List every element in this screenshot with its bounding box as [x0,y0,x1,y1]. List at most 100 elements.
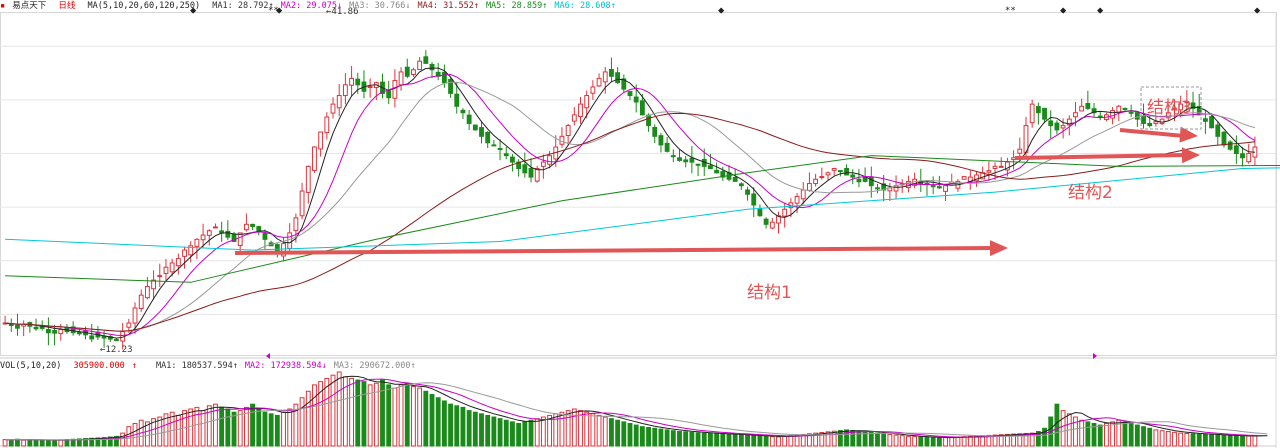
volume-bar [1060,410,1066,447]
candle-body [213,226,218,229]
volume-bar [349,377,354,447]
candle-body [1035,106,1041,114]
candle-body [578,103,583,117]
volume-bar [949,436,955,447]
candle-body [571,114,577,122]
candle-body [342,84,348,97]
candle-body [1005,161,1010,171]
candle-body [1178,103,1184,111]
volume-bar [1128,422,1134,447]
candle-body [324,116,330,134]
volume-bar [39,439,45,447]
candle-body [144,286,150,299]
candle-body [584,95,590,109]
candle-body [1085,103,1091,109]
candle-body [837,170,843,173]
volume-bar [992,434,998,447]
candle-body [411,69,416,76]
volume-bar [1141,426,1146,447]
volume-bar [89,437,95,447]
candle-body [602,71,608,83]
candle-body [45,328,51,334]
event-marker: ⬥ [1097,6,1104,16]
volume-bar [256,408,262,447]
candle-body [126,322,132,328]
candle-body [757,208,763,217]
candle-body [312,146,317,171]
volume-bar [714,433,720,447]
price-header: ▪ 易点天下 日线 MA(5,10,20,60,120,250) MA1: 28… [0,0,630,12]
volume-bar [906,435,911,447]
volume-bar [243,406,249,447]
candle-body [281,243,286,257]
volume-bar [398,384,404,447]
volume-bar [213,403,218,447]
volume-bar [701,432,707,447]
candle-body [695,163,701,166]
candle-body [1233,145,1239,154]
volume-bar [776,436,781,447]
volume-bar [936,437,942,447]
candle-body [1147,122,1153,127]
volume-bar [565,410,571,447]
volume-bar [1023,432,1029,447]
candle-body [163,266,169,274]
volume-bar [875,432,880,447]
candle-body [844,167,849,176]
volume-bar [404,382,410,447]
event-marker: ** [268,6,279,16]
volume-bar [930,437,936,447]
structure1-arrow-head [989,240,1008,257]
volume-bar [887,433,893,447]
volume-bar [1240,435,1245,447]
candle-body [1073,112,1078,118]
volume-bar [120,432,126,447]
candle-body [522,164,528,174]
volume-bar [831,430,837,447]
candle-body [689,157,695,163]
volume-bar [386,384,392,447]
candle-body [1165,112,1171,119]
volume-bar [689,431,695,447]
candle-body [1221,131,1227,146]
ma20-line [5,81,1256,332]
candle-body [738,183,744,187]
event-marker: ** [1005,6,1016,16]
volume-bar [571,408,577,447]
volume-bar [664,429,670,447]
structure2-label: 结构2 [1068,183,1113,203]
ma250-line [5,167,1280,251]
candle-body [33,326,39,330]
candle-body [479,127,484,137]
volume-bar [757,435,763,447]
candle-body [813,178,819,185]
candle-body [547,155,552,165]
volume-bar [1153,429,1159,447]
volume-bar [188,408,194,447]
volume-bar [1227,435,1233,447]
product-icon: ▪ [0,1,6,11]
volume-bar [998,434,1004,447]
ma-value-2: MA2: 29.075↓ [280,1,343,11]
candle-body [1209,116,1215,129]
candle-body [262,232,268,240]
candle-body [441,71,447,84]
volume-bar [943,437,948,447]
structure1-label: 结构1 [747,283,792,303]
candle-body [169,262,175,273]
structure3-arrow-head [1179,126,1198,143]
volume-bar [472,411,478,447]
candle-body [831,168,837,171]
low-price-label: ←12.23 [100,345,133,355]
candle-body [1141,115,1146,124]
candle-body [930,185,936,188]
volume-bar [33,439,39,447]
volume-bar [639,426,645,447]
volume-bar [144,421,150,447]
candle-body [200,234,206,241]
volume-bar [633,424,639,447]
volume-bar [955,436,961,447]
candle-body [862,176,868,182]
candle-body [182,249,187,257]
volume-bar [8,439,14,447]
